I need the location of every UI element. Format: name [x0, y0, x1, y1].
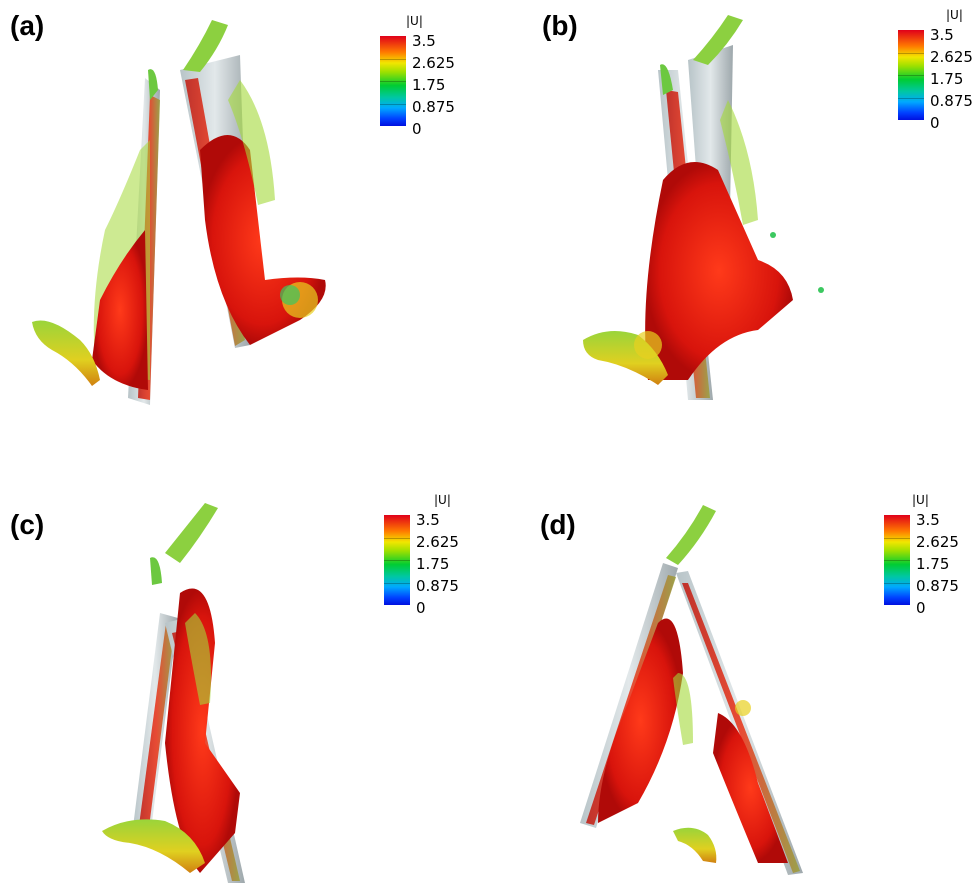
legend-title: |U| — [434, 493, 451, 507]
legend-tick: 3.5 — [916, 511, 940, 529]
legend-tick: 1.75 — [916, 555, 950, 573]
flow-visualization — [580, 505, 803, 875]
legend-tick: 0 — [930, 114, 940, 132]
legend-tick: 2.625 — [916, 533, 959, 551]
flow-visualization — [32, 20, 326, 405]
legend-tick: 3.5 — [930, 26, 954, 44]
legend-tick: 3.5 — [416, 511, 440, 529]
colorbar-divider — [884, 582, 910, 584]
panel-label: (b) — [542, 10, 578, 41]
panel-b: (b) |U| 3.5 2.625 1.75 0.875 0 — [488, 0, 975, 442]
panel-label: (d) — [540, 509, 576, 540]
legend-tick: 0 — [416, 599, 426, 617]
panel-d: (d) |U| 3.5 2.625 1.75 0.875 0 — [488, 443, 975, 885]
legend-tick: 0.875 — [416, 577, 459, 595]
legend-title: |U| — [912, 493, 929, 507]
legend-tick: 1.75 — [416, 555, 450, 573]
colorbar-divider — [898, 97, 924, 99]
legend-tick: 2.625 — [930, 48, 973, 66]
colorbar-divider — [384, 582, 410, 584]
legend-tick: 3.5 — [412, 32, 436, 50]
legend-tick: 0 — [412, 120, 422, 138]
panel-a: (a) |U| 3.5 2.625 1.75 0.875 0 — [0, 0, 487, 442]
panel-label: (a) — [10, 10, 45, 41]
legend-tick: 1.75 — [412, 76, 446, 94]
legend-title: |U| — [406, 14, 423, 28]
legend-tick: 2.625 — [416, 533, 459, 551]
flow-visualization — [583, 15, 824, 400]
colorbar-divider — [384, 537, 410, 539]
legend-tick: 0.875 — [930, 92, 973, 110]
legend-tick: 2.625 — [412, 54, 455, 72]
flow-visualization — [102, 503, 245, 883]
colorbar-divider — [898, 52, 924, 54]
colorbar-divider — [380, 81, 406, 82]
color-legend: |U| 3.5 2.625 1.75 0.875 0 — [378, 14, 468, 138]
colorbar-divider — [380, 103, 406, 105]
colorbar-divider — [884, 537, 910, 539]
color-legend: |U| 3.5 2.625 1.75 0.875 0 — [882, 493, 972, 617]
panel-c: (c) |U| 3.5 2.625 1.75 0.875 0 — [0, 443, 487, 885]
legend-tick: 0 — [916, 599, 926, 617]
color-legend: |U| 3.5 2.625 1.75 0.875 0 — [896, 8, 975, 132]
legend-tick: 1.75 — [930, 70, 964, 88]
colorbar-divider — [884, 560, 910, 561]
panel-label: (c) — [10, 509, 45, 540]
colorbar-divider — [380, 58, 406, 60]
colorbar — [384, 515, 410, 605]
legend-tick: 0.875 — [412, 98, 455, 116]
colorbar — [884, 515, 910, 605]
colorbar-divider — [898, 75, 924, 76]
colorbar-divider — [384, 560, 410, 561]
legend-title: |U| — [946, 8, 963, 22]
colorbar — [380, 36, 406, 126]
colorbar — [898, 30, 924, 120]
color-legend: |U| 3.5 2.625 1.75 0.875 0 — [382, 493, 472, 617]
legend-tick: 0.875 — [916, 577, 959, 595]
